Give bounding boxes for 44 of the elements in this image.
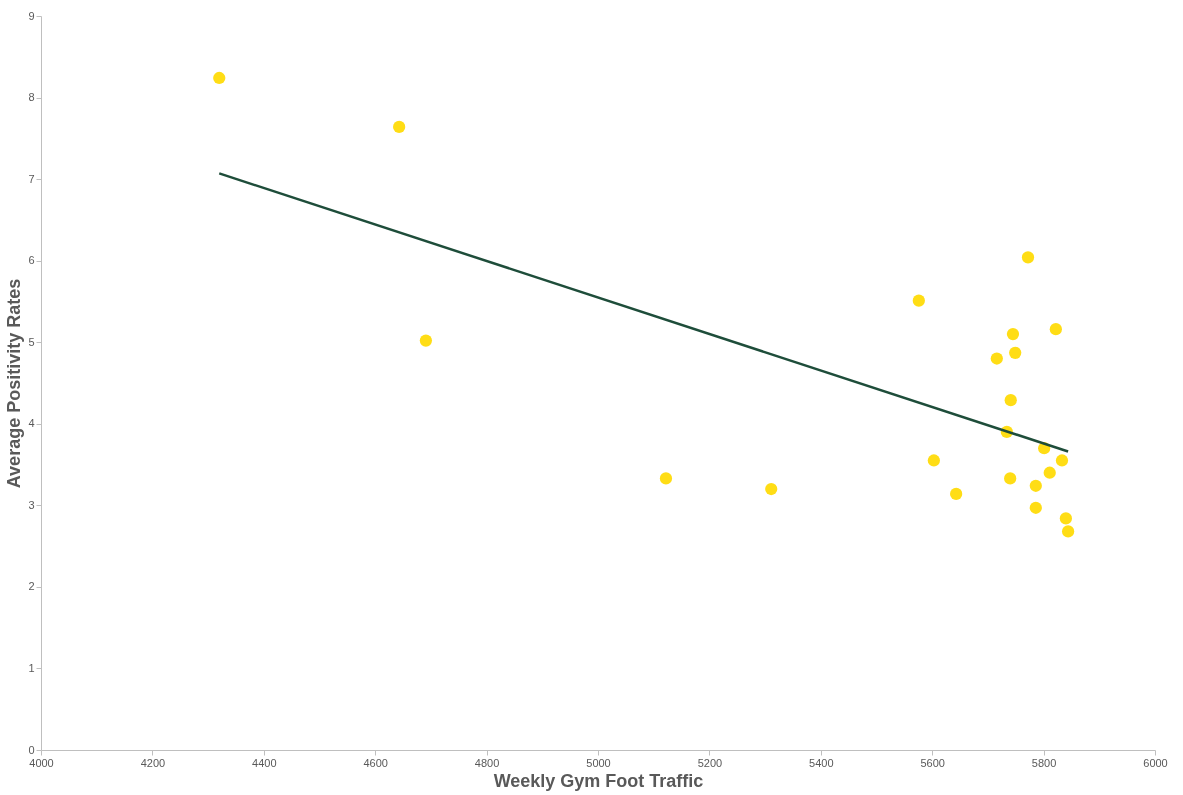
x-tick-label: 5200 <box>697 756 723 769</box>
x-axis-title: Weekly Gym Foot Traffic <box>493 770 704 791</box>
x-tick-label: 5600 <box>920 756 945 769</box>
point <box>1043 466 1056 479</box>
x-tick-label: 4000 <box>29 756 54 769</box>
y-tick-label: 7 <box>28 172 35 185</box>
point <box>1009 346 1022 359</box>
point <box>393 120 406 134</box>
point <box>213 71 226 85</box>
x-tick-label: 5800 <box>1031 756 1057 769</box>
point <box>1021 251 1035 264</box>
point <box>927 454 940 467</box>
point <box>1006 327 1020 341</box>
point <box>1004 472 1017 485</box>
x-tick-label: 4600 <box>363 756 388 769</box>
y-tick-label: 1 <box>28 661 35 674</box>
point <box>950 487 963 501</box>
point <box>419 334 433 347</box>
y-tick-label: 8 <box>28 91 35 104</box>
x-tick-label: 5400 <box>809 756 834 769</box>
point <box>912 294 925 307</box>
x-tick-label: 4200 <box>140 756 166 769</box>
y-tick-label: 0 <box>28 743 35 756</box>
y-tick-label: 3 <box>28 498 35 511</box>
point <box>659 472 673 485</box>
point <box>765 482 778 496</box>
y-tick-label: 6 <box>28 254 35 267</box>
point <box>1059 512 1072 525</box>
point <box>1049 323 1062 336</box>
y-axis-title: Average Positivity Rates <box>4 278 25 489</box>
x-tick-label: 4800 <box>474 756 500 769</box>
x-tick-label: 6000 <box>1143 756 1168 769</box>
point <box>1061 525 1075 538</box>
x-tick-label: 4400 <box>252 756 277 769</box>
point <box>990 352 1003 365</box>
y-tick-label: 9 <box>28 9 35 22</box>
x-tick-label: 5000 <box>586 756 611 769</box>
point <box>1029 479 1042 492</box>
point <box>1055 454 1069 467</box>
y-tick-label: 4 <box>28 417 35 430</box>
point <box>1029 501 1042 514</box>
y-tick-label: 2 <box>28 580 35 593</box>
y-tick-label: 5 <box>28 335 35 348</box>
point <box>1004 394 1017 407</box>
